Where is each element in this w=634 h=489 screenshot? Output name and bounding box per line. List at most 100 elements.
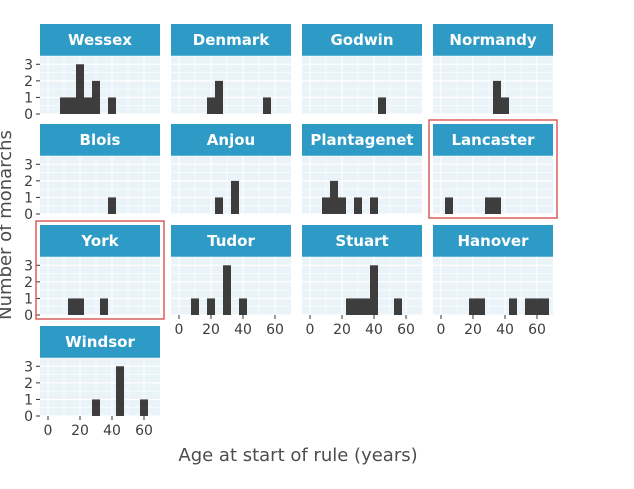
- histogram-bar: [207, 298, 215, 315]
- x-tick-label: 0: [306, 322, 315, 338]
- histogram-bar: [338, 197, 346, 214]
- facet-strip: [433, 124, 553, 156]
- x-tick-label: 20: [464, 322, 482, 338]
- y-tick-label: 0: [24, 308, 33, 324]
- facet-title: York: [80, 232, 119, 250]
- histogram-bar: [346, 298, 354, 315]
- x-tick-label: 0: [437, 322, 446, 338]
- y-tick-label: 1: [24, 392, 33, 408]
- facet-strip: [171, 24, 291, 56]
- histogram-bar: [239, 298, 247, 315]
- histogram-bar: [92, 80, 100, 114]
- facet-strip: [40, 24, 160, 56]
- histogram-bar: [469, 298, 477, 315]
- histogram-bar: [370, 265, 378, 315]
- highlight-box: [35, 220, 165, 320]
- histogram-bar: [84, 97, 92, 114]
- y-tick-label: 1: [24, 90, 33, 106]
- histogram-bar: [116, 366, 124, 416]
- facet-title: Denmark: [193, 31, 270, 49]
- x-tick-label: 0: [44, 423, 53, 439]
- facet-title: Windsor: [65, 333, 135, 351]
- histogram-bar: [493, 197, 501, 214]
- histogram-bar: [100, 298, 108, 315]
- y-tick-label: 2: [24, 74, 33, 90]
- histogram-bar: [76, 298, 84, 315]
- x-tick-label: 60: [266, 322, 284, 338]
- histogram-bar: [207, 97, 215, 114]
- histogram-bar: [68, 97, 76, 114]
- panel-background: [40, 156, 160, 214]
- y-tick-label: 2: [24, 174, 33, 190]
- y-tick-label: 3: [24, 57, 33, 73]
- facet-title: Tudor: [207, 232, 255, 250]
- facet-strip: [302, 225, 422, 257]
- x-tick-label: 40: [365, 322, 383, 338]
- x-tick-label: 60: [528, 322, 546, 338]
- facet-normandy: Normandy: [433, 24, 553, 115]
- histogram-bar: [541, 298, 549, 315]
- histogram-bar: [477, 298, 485, 315]
- facet-plantagenet: Plantagenet: [302, 124, 422, 215]
- histogram-bar: [362, 298, 370, 315]
- facet-title: Godwin: [330, 31, 393, 49]
- facet-godwin: Godwin: [302, 24, 422, 115]
- x-axis-title: Age at start of rule (years): [178, 445, 417, 466]
- histogram-bar: [108, 97, 116, 114]
- panel-background: [302, 56, 422, 114]
- y-tick-label: 0: [24, 207, 33, 223]
- facet-title: Normandy: [449, 31, 536, 49]
- facet-strip: [40, 124, 160, 156]
- histogram-bar: [92, 399, 100, 416]
- histogram-bar: [76, 64, 84, 114]
- histogram-bar: [68, 298, 76, 315]
- highlight-box: [428, 119, 558, 219]
- facet-stuart: Stuart 0 20 40 60: [302, 225, 422, 338]
- facet-anjou: Anjou: [171, 124, 291, 215]
- histogram-bar: [370, 197, 378, 214]
- histogram-bar: [140, 399, 148, 416]
- y-tick-label: 0: [24, 107, 33, 123]
- histogram-bar: [509, 298, 517, 315]
- x-tick-label: 40: [234, 322, 252, 338]
- facet-title: Stuart: [335, 232, 388, 250]
- histogram-bar: [501, 97, 509, 114]
- facet-title: Hanover: [457, 232, 529, 250]
- histogram-bar: [322, 197, 330, 214]
- histogram-bar: [330, 180, 338, 214]
- facet-strip: [302, 24, 422, 56]
- histogram-bar: [533, 298, 541, 315]
- histogram-bar: [493, 80, 501, 114]
- x-tick-label: 0: [175, 322, 184, 338]
- x-tick-label: 20: [333, 322, 351, 338]
- x-tick-label: 60: [135, 423, 153, 439]
- histogram-bar: [394, 298, 402, 315]
- x-tick-label: 40: [496, 322, 514, 338]
- histogram-bar: [354, 197, 362, 214]
- histogram-bar: [354, 298, 362, 315]
- histogram-bar: [231, 180, 239, 214]
- x-tick-label: 40: [103, 423, 121, 439]
- histogram-bar: [263, 97, 271, 114]
- facet-strip: [40, 326, 160, 358]
- histogram-bar: [215, 197, 223, 214]
- y-tick-label: 3: [24, 258, 33, 274]
- facet-strip: [302, 124, 422, 156]
- y-tick-label: 2: [24, 376, 33, 392]
- histogram-bar: [485, 197, 493, 214]
- facet-strip: [171, 124, 291, 156]
- y-tick-label: 1: [24, 291, 33, 307]
- facet-title: Blois: [80, 131, 121, 149]
- y-tick-label: 3: [24, 157, 33, 173]
- y-axis-title: Number of monarchs: [0, 130, 16, 320]
- histogram-bar: [378, 97, 386, 114]
- facet-tudor: Tudor 0 20 40 60: [171, 225, 291, 338]
- facet-title: Anjou: [207, 131, 255, 149]
- histogram-bar: [108, 197, 116, 214]
